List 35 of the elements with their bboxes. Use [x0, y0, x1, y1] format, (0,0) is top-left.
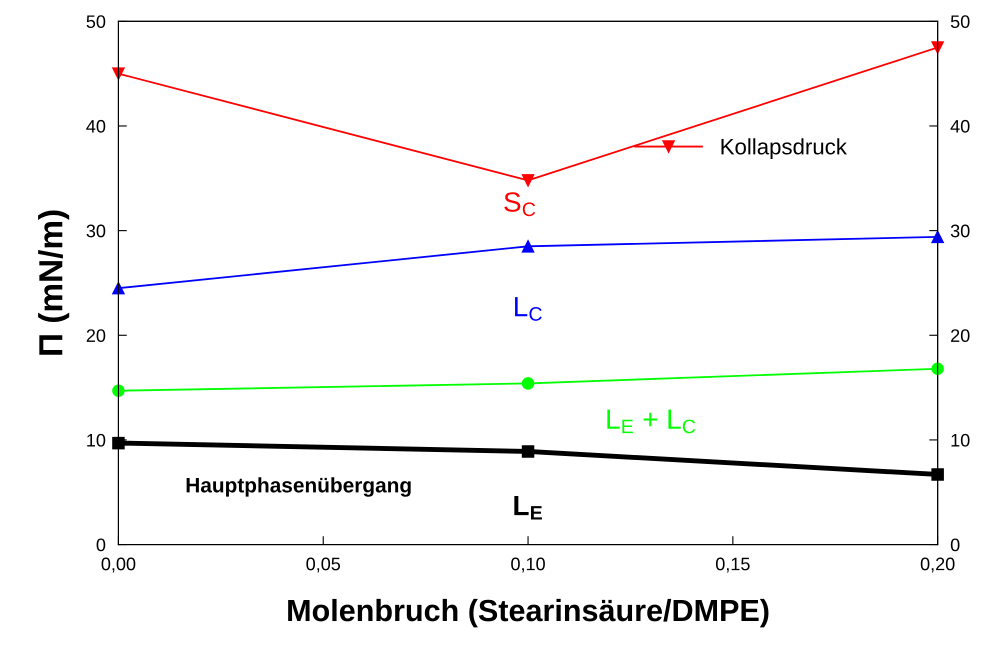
point — [522, 445, 534, 458]
y2-tick-label: 20 — [951, 329, 970, 342]
y2-tick-label: 10 — [952, 434, 970, 447]
x-tick-label: 0,00 — [102, 558, 136, 572]
point — [931, 362, 944, 376]
y-tick-label: 30 — [86, 224, 106, 238]
y-tick-label: 40 — [86, 120, 106, 133]
point — [931, 41, 944, 54]
annotation: L$_{E}$ + L$_{C}$ — [607, 410, 696, 434]
annotation: L$_{C}$ — [515, 297, 542, 321]
point — [522, 240, 534, 253]
annotation: Hauptphasenübergang — [186, 477, 411, 497]
y2-tick-label: 0 — [950, 538, 960, 552]
y-tick-label: 50 — [86, 15, 106, 28]
annotation: S$_{C}$ — [504, 192, 536, 216]
y-tick-label: 0 — [96, 538, 106, 552]
y-tick-label: 10 — [87, 434, 106, 447]
point — [522, 174, 534, 187]
x-tick-label: 0,15 — [716, 558, 750, 572]
point — [112, 384, 125, 397]
point — [112, 436, 125, 450]
x-tick-label: 0,20 — [920, 558, 955, 572]
x-tick-label: 0,05 — [306, 558, 340, 572]
y2-tick-label: 40 — [950, 120, 970, 133]
y-axis-title: Π (mN/m) — [38, 210, 70, 355]
legend-label: Kollapsdruck — [722, 138, 847, 159]
y2-tick-label: 30 — [950, 224, 970, 238]
annotation: L$_{E}$ — [514, 496, 542, 520]
point — [112, 282, 125, 294]
x-axis-title: Molenbruch (Stearinsäure/DMPE) — [288, 598, 768, 628]
point — [522, 377, 534, 390]
point — [931, 468, 944, 481]
y-tick-label: 20 — [86, 329, 106, 342]
x-tick-label: 0,10 — [511, 558, 545, 572]
y2-tick-label: 50 — [950, 15, 970, 28]
